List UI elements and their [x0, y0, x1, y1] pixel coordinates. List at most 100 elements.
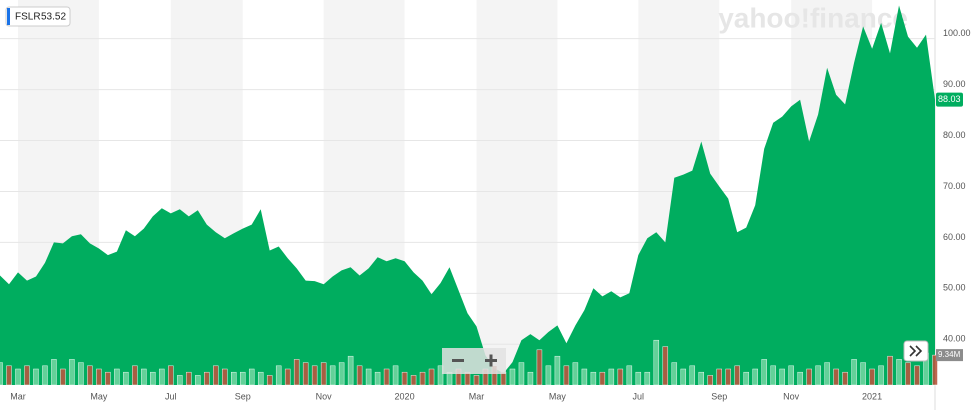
- x-tick-label: Nov: [316, 391, 333, 401]
- volume-bar: [437, 365, 444, 386]
- volume-bar: [770, 365, 776, 386]
- volume-bar: [96, 368, 102, 386]
- volume-bar: [78, 362, 84, 386]
- volume-bar: [329, 365, 336, 386]
- volume-bar: [545, 365, 552, 386]
- y-tick-label: 60.00: [943, 232, 966, 242]
- volume-bar: [572, 362, 579, 386]
- volume-bar: [231, 371, 237, 386]
- x-tick-label: May: [90, 391, 108, 401]
- x-tick-label: Mar: [10, 391, 26, 401]
- volume-bar: [311, 365, 318, 386]
- volume-bar: [716, 368, 722, 386]
- x-tick-label: Jul: [633, 391, 645, 401]
- x-tick-label: Sep: [711, 391, 727, 401]
- volume-bar: [446, 371, 453, 386]
- volume-bar: [806, 368, 812, 386]
- volume-bar: [626, 365, 633, 386]
- volume-bar: [581, 368, 588, 386]
- price-area: [0, 5, 935, 385]
- volume-bar: [644, 371, 651, 386]
- volume-bar: [419, 371, 426, 386]
- volume-bar: [293, 359, 300, 386]
- volume-bar: [195, 375, 201, 386]
- volume-bar: [671, 362, 678, 386]
- volume-bar: [608, 368, 615, 386]
- last-volume-label: 9.34M: [938, 350, 961, 359]
- volume-bar: [383, 368, 390, 386]
- volume-bar: [860, 362, 866, 386]
- zoom-out[interactable]: [452, 359, 464, 362]
- last-price-label: 88.03: [938, 94, 961, 104]
- volume-bar: [51, 359, 57, 386]
- volume-bar: [725, 368, 731, 386]
- volume-bar: [42, 365, 48, 386]
- volume-bar: [257, 371, 264, 386]
- volume-bar: [878, 365, 884, 386]
- volume-bar: [204, 371, 210, 386]
- volume-bar: [186, 371, 192, 386]
- volume-bar: [356, 365, 363, 386]
- volume-bar: [779, 368, 785, 386]
- volume-bar: [60, 368, 66, 386]
- volume-bar: [824, 362, 830, 386]
- volume-bar: [509, 368, 516, 386]
- volume-bar: [284, 368, 291, 386]
- volume-bar: [410, 375, 417, 386]
- volume-bar: [500, 371, 507, 386]
- volume-bar: [635, 371, 642, 386]
- volume-bar: [69, 359, 75, 386]
- volume-bar: [150, 371, 156, 386]
- volume-bar: [698, 371, 704, 386]
- x-tick-label: 2021: [862, 391, 882, 401]
- volume-bar: [869, 368, 875, 386]
- volume-bar: [518, 362, 525, 386]
- volume-bar: [833, 368, 839, 386]
- x-tick-label: Jul: [165, 391, 177, 401]
- volume-bar: [248, 368, 255, 386]
- volume-bar: [168, 365, 174, 386]
- y-tick-label: 90.00: [943, 79, 966, 89]
- volume-bar: [159, 368, 165, 386]
- volume-bar: [365, 368, 372, 386]
- volume-bar: [851, 359, 857, 386]
- volume-bar: [132, 365, 138, 386]
- volume-bar: [752, 368, 758, 386]
- volume-bar: [761, 359, 767, 386]
- volume-bar: [536, 349, 543, 386]
- scroll-icon: [909, 345, 923, 357]
- volume-bar: [680, 368, 687, 386]
- volume-bar: [932, 354, 938, 386]
- volume-bar: [15, 368, 21, 386]
- volume-bar: [275, 365, 282, 386]
- volume-bar: [428, 368, 435, 386]
- volume-bar: [302, 362, 309, 386]
- ticker-marker: [7, 8, 10, 25]
- volume-bar: [105, 371, 111, 386]
- volume-bar: [473, 375, 480, 386]
- volume-bar: [401, 371, 408, 386]
- scroll-button[interactable]: [903, 340, 929, 362]
- volume-bar: [239, 371, 246, 386]
- volume-bar: [24, 365, 30, 386]
- last-volume-box: [936, 349, 963, 362]
- month-band: [476, 0, 558, 385]
- ticker-value: 53.52: [41, 12, 66, 23]
- watermark: yahoo!finance: [718, 2, 908, 33]
- volume-bar: [797, 371, 803, 386]
- volume-bar: [464, 371, 471, 386]
- zoom-in-bar: [489, 354, 493, 367]
- volume-bar: [743, 371, 749, 386]
- volume-bar: [914, 365, 920, 386]
- volume-bar: [707, 375, 713, 386]
- volume-bar: [815, 365, 821, 386]
- volume-bar: [599, 371, 606, 386]
- volume-bar: [887, 355, 893, 386]
- volume-bar: [123, 371, 129, 386]
- volume-bar: [392, 365, 399, 386]
- volume-bar: [213, 365, 219, 386]
- volume-bar: [590, 371, 597, 386]
- last-price-box: [936, 92, 963, 107]
- volume-bar: [266, 375, 273, 386]
